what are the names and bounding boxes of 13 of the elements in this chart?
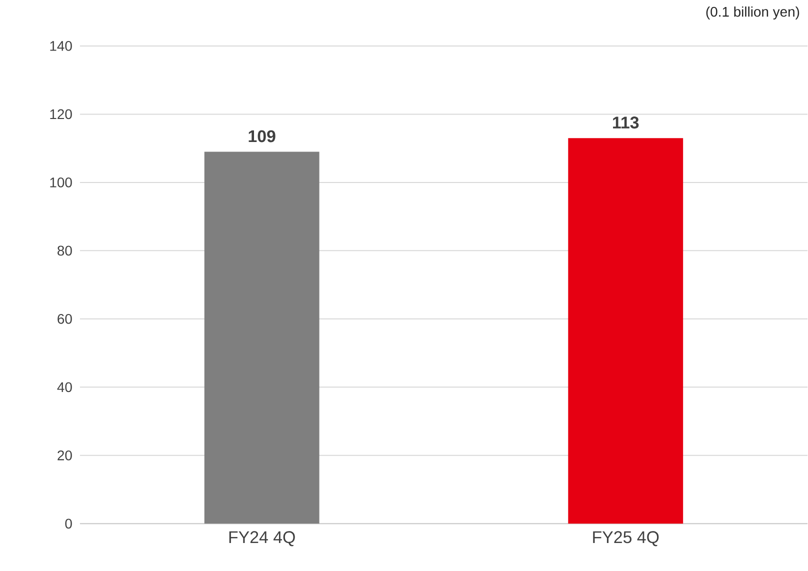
y-tick-label: 0: [65, 518, 72, 529]
y-tick-label: 140: [50, 41, 72, 52]
x-tick-label: FY24 4Q: [229, 531, 295, 546]
y-tick-label: 40: [57, 382, 72, 392]
y-tick-label: 60: [58, 314, 72, 324]
y-tick-label: 80: [58, 246, 72, 256]
data-label: 109: [248, 130, 276, 142]
data-label: 113: [613, 116, 639, 129]
y-tick-label: 100: [50, 178, 72, 188]
text: (0.1 billion yen): [706, 6, 800, 20]
y-tick-label: 20: [58, 450, 72, 461]
x-tick-label: FY25 4Q: [593, 531, 659, 546]
y-tick-label: 120: [50, 109, 72, 120]
